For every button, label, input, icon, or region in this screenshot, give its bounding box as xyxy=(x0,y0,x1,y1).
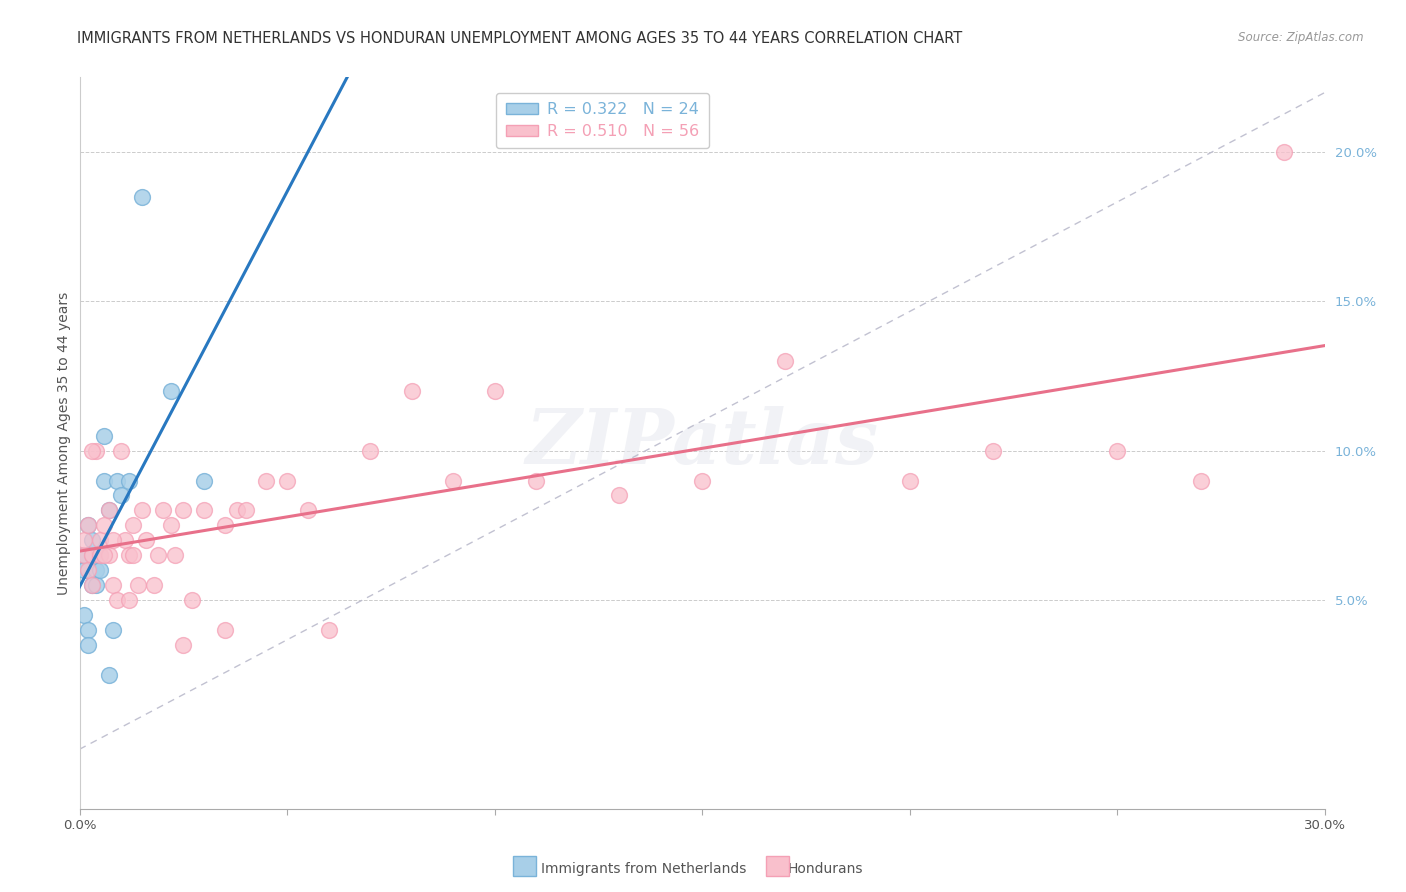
Point xyxy=(148,548,170,562)
Point xyxy=(118,474,141,488)
Text: ZIPatlas: ZIPatlas xyxy=(526,406,879,480)
Point xyxy=(80,578,103,592)
Point xyxy=(73,548,96,562)
Point xyxy=(118,593,141,607)
Point xyxy=(101,533,124,548)
Point xyxy=(84,578,107,592)
Text: Hondurans: Hondurans xyxy=(787,862,863,876)
Point xyxy=(80,548,103,562)
Point xyxy=(276,474,298,488)
Y-axis label: Unemployment Among Ages 35 to 44 years: Unemployment Among Ages 35 to 44 years xyxy=(58,292,72,595)
Point xyxy=(97,503,120,517)
Point xyxy=(318,623,340,637)
Point xyxy=(1107,443,1129,458)
Point xyxy=(73,563,96,577)
Point xyxy=(76,563,98,577)
Point xyxy=(254,474,277,488)
Point xyxy=(898,474,921,488)
Legend: R = 0.322   N = 24, R = 0.510   N = 56: R = 0.322 N = 24, R = 0.510 N = 56 xyxy=(496,93,709,148)
Point xyxy=(80,533,103,548)
Point xyxy=(73,533,96,548)
Point xyxy=(775,354,797,368)
Point xyxy=(80,578,103,592)
Point xyxy=(143,578,166,592)
Point xyxy=(122,548,145,562)
Point xyxy=(110,488,132,502)
Point xyxy=(122,518,145,533)
Point xyxy=(73,607,96,622)
Point xyxy=(193,474,215,488)
Point xyxy=(160,384,183,398)
Point xyxy=(152,503,174,517)
Point xyxy=(118,548,141,562)
Point xyxy=(76,638,98,652)
Point xyxy=(84,443,107,458)
Point xyxy=(401,384,423,398)
Point xyxy=(607,488,630,502)
Point xyxy=(73,548,96,562)
Point xyxy=(89,533,111,548)
Point xyxy=(131,190,153,204)
Point xyxy=(193,503,215,517)
Point xyxy=(110,443,132,458)
Point xyxy=(105,593,128,607)
Point xyxy=(172,638,194,652)
Point xyxy=(214,623,236,637)
Point xyxy=(101,623,124,637)
Point xyxy=(524,474,547,488)
Point xyxy=(226,503,249,517)
Text: IMMIGRANTS FROM NETHERLANDS VS HONDURAN UNEMPLOYMENT AMONG AGES 35 TO 44 YEARS C: IMMIGRANTS FROM NETHERLANDS VS HONDURAN … xyxy=(77,31,963,46)
Point xyxy=(97,667,120,681)
Point xyxy=(89,548,111,562)
Point xyxy=(235,503,257,517)
Point xyxy=(692,474,714,488)
Point xyxy=(359,443,381,458)
Point xyxy=(76,623,98,637)
Text: Source: ZipAtlas.com: Source: ZipAtlas.com xyxy=(1239,31,1364,45)
Point xyxy=(135,533,157,548)
Text: Immigrants from Netherlands: Immigrants from Netherlands xyxy=(541,862,747,876)
Point xyxy=(93,518,115,533)
Point xyxy=(97,503,120,517)
Point xyxy=(84,563,107,577)
Point xyxy=(180,593,202,607)
Point xyxy=(93,429,115,443)
Point xyxy=(89,548,111,562)
Point xyxy=(89,563,111,577)
Point xyxy=(114,533,136,548)
Point xyxy=(80,443,103,458)
Point xyxy=(441,474,464,488)
Point xyxy=(76,518,98,533)
Point xyxy=(131,503,153,517)
Point xyxy=(484,384,506,398)
Point xyxy=(1272,145,1295,160)
Point xyxy=(172,503,194,517)
Point xyxy=(105,474,128,488)
Point xyxy=(76,518,98,533)
Point xyxy=(981,443,1004,458)
Point xyxy=(297,503,319,517)
Point xyxy=(1189,474,1212,488)
Point xyxy=(163,548,186,562)
Point xyxy=(127,578,149,592)
Point xyxy=(93,548,115,562)
Point xyxy=(160,518,183,533)
Point xyxy=(93,474,115,488)
Point xyxy=(214,518,236,533)
Point xyxy=(101,578,124,592)
Point xyxy=(97,548,120,562)
Point xyxy=(80,548,103,562)
